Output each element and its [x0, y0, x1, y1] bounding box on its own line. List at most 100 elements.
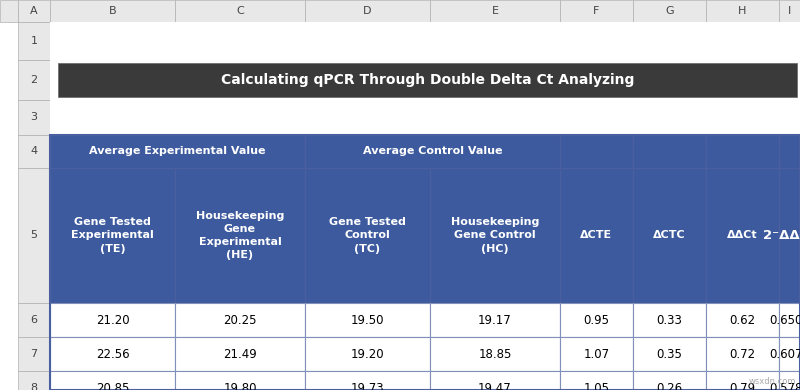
- Bar: [50, 135, 800, 390]
- Bar: [175, 337, 305, 371]
- Text: 0.5783: 0.5783: [769, 381, 800, 390]
- Text: 19.50: 19.50: [350, 314, 384, 326]
- Text: 6: 6: [30, 315, 38, 325]
- Bar: [305, 303, 430, 337]
- Text: 5: 5: [30, 230, 38, 241]
- Bar: [18, 337, 50, 371]
- Bar: [50, 303, 175, 337]
- Text: B: B: [109, 6, 116, 16]
- Text: 19.73: 19.73: [350, 381, 384, 390]
- Bar: [58, 63, 797, 97]
- Text: 0.6507: 0.6507: [769, 314, 800, 326]
- Bar: [560, 0, 633, 22]
- Text: 1: 1: [30, 36, 38, 46]
- Bar: [50, 337, 175, 371]
- Bar: [706, 168, 779, 303]
- Bar: [430, 371, 560, 390]
- Text: G: G: [665, 6, 674, 16]
- Text: Gene Tested
Control
(TC): Gene Tested Control (TC): [329, 217, 406, 254]
- Text: C: C: [236, 6, 244, 16]
- Bar: [0, 0, 18, 22]
- Text: 8: 8: [30, 383, 38, 390]
- Text: 18.85: 18.85: [478, 347, 512, 360]
- Text: H: H: [738, 6, 746, 16]
- Bar: [560, 303, 633, 337]
- Bar: [779, 337, 800, 371]
- Bar: [706, 337, 779, 371]
- Bar: [175, 303, 305, 337]
- Text: 2⁻ΔΔCt: 2⁻ΔΔCt: [763, 229, 800, 242]
- Bar: [175, 168, 305, 303]
- Bar: [18, 168, 50, 303]
- Bar: [560, 371, 633, 390]
- Bar: [633, 371, 706, 390]
- Bar: [18, 100, 50, 135]
- Bar: [50, 135, 305, 168]
- Text: Housekeeping
Gene Control
(HC): Housekeeping Gene Control (HC): [451, 217, 539, 254]
- Text: 3: 3: [30, 112, 38, 122]
- Bar: [305, 337, 430, 371]
- Bar: [633, 0, 706, 22]
- Bar: [175, 371, 305, 390]
- Text: ΔΔCt: ΔΔCt: [727, 230, 758, 241]
- Text: 2: 2: [30, 75, 38, 85]
- Bar: [779, 303, 800, 337]
- Text: wsxdn.com: wsxdn.com: [749, 377, 796, 386]
- Bar: [305, 168, 430, 303]
- Bar: [560, 135, 633, 168]
- Bar: [706, 371, 779, 390]
- Text: Average Experimental Value: Average Experimental Value: [90, 147, 266, 156]
- Bar: [779, 135, 800, 168]
- Text: Calculating qPCR Through Double Delta Ct Analyzing: Calculating qPCR Through Double Delta Ct…: [221, 73, 634, 87]
- Bar: [305, 135, 560, 168]
- Bar: [18, 0, 50, 22]
- Text: 7: 7: [30, 349, 38, 359]
- Bar: [50, 60, 800, 100]
- Bar: [706, 0, 779, 22]
- Text: I: I: [788, 6, 791, 16]
- Bar: [18, 135, 50, 168]
- Bar: [430, 337, 560, 371]
- Text: 0.95: 0.95: [583, 314, 610, 326]
- Bar: [50, 100, 800, 135]
- Bar: [430, 168, 560, 303]
- Text: 0.26: 0.26: [657, 381, 682, 390]
- Bar: [50, 0, 175, 22]
- Bar: [18, 303, 50, 337]
- Bar: [779, 371, 800, 390]
- Bar: [633, 303, 706, 337]
- Text: Gene Tested
Experimental
(TE): Gene Tested Experimental (TE): [71, 217, 154, 254]
- Bar: [560, 168, 633, 303]
- Text: 20.85: 20.85: [96, 381, 129, 390]
- Bar: [633, 168, 706, 303]
- Text: 19.17: 19.17: [478, 314, 512, 326]
- Text: 1.05: 1.05: [583, 381, 610, 390]
- Bar: [50, 22, 800, 60]
- Text: 0.35: 0.35: [657, 347, 682, 360]
- Bar: [18, 371, 50, 390]
- Bar: [779, 0, 800, 22]
- Text: 0.6071: 0.6071: [769, 347, 800, 360]
- Text: 0.33: 0.33: [657, 314, 682, 326]
- Text: E: E: [491, 6, 498, 16]
- Text: Average Control Value: Average Control Value: [362, 147, 502, 156]
- Bar: [305, 0, 430, 22]
- Bar: [633, 135, 706, 168]
- Text: 4: 4: [30, 147, 38, 156]
- Text: 19.80: 19.80: [223, 381, 257, 390]
- Text: 21.49: 21.49: [223, 347, 257, 360]
- Text: 22.56: 22.56: [96, 347, 130, 360]
- Text: F: F: [594, 6, 600, 16]
- Bar: [305, 371, 430, 390]
- Bar: [430, 0, 560, 22]
- Bar: [779, 168, 800, 303]
- Bar: [706, 135, 779, 168]
- Bar: [18, 60, 50, 100]
- Text: 1.07: 1.07: [583, 347, 610, 360]
- Text: 19.20: 19.20: [350, 347, 384, 360]
- Bar: [50, 168, 175, 303]
- Text: 21.20: 21.20: [96, 314, 130, 326]
- Text: Housekeeping
Gene
Experimental
(HE): Housekeeping Gene Experimental (HE): [196, 211, 284, 260]
- Bar: [175, 0, 305, 22]
- Text: ΔCTE: ΔCTE: [581, 230, 613, 241]
